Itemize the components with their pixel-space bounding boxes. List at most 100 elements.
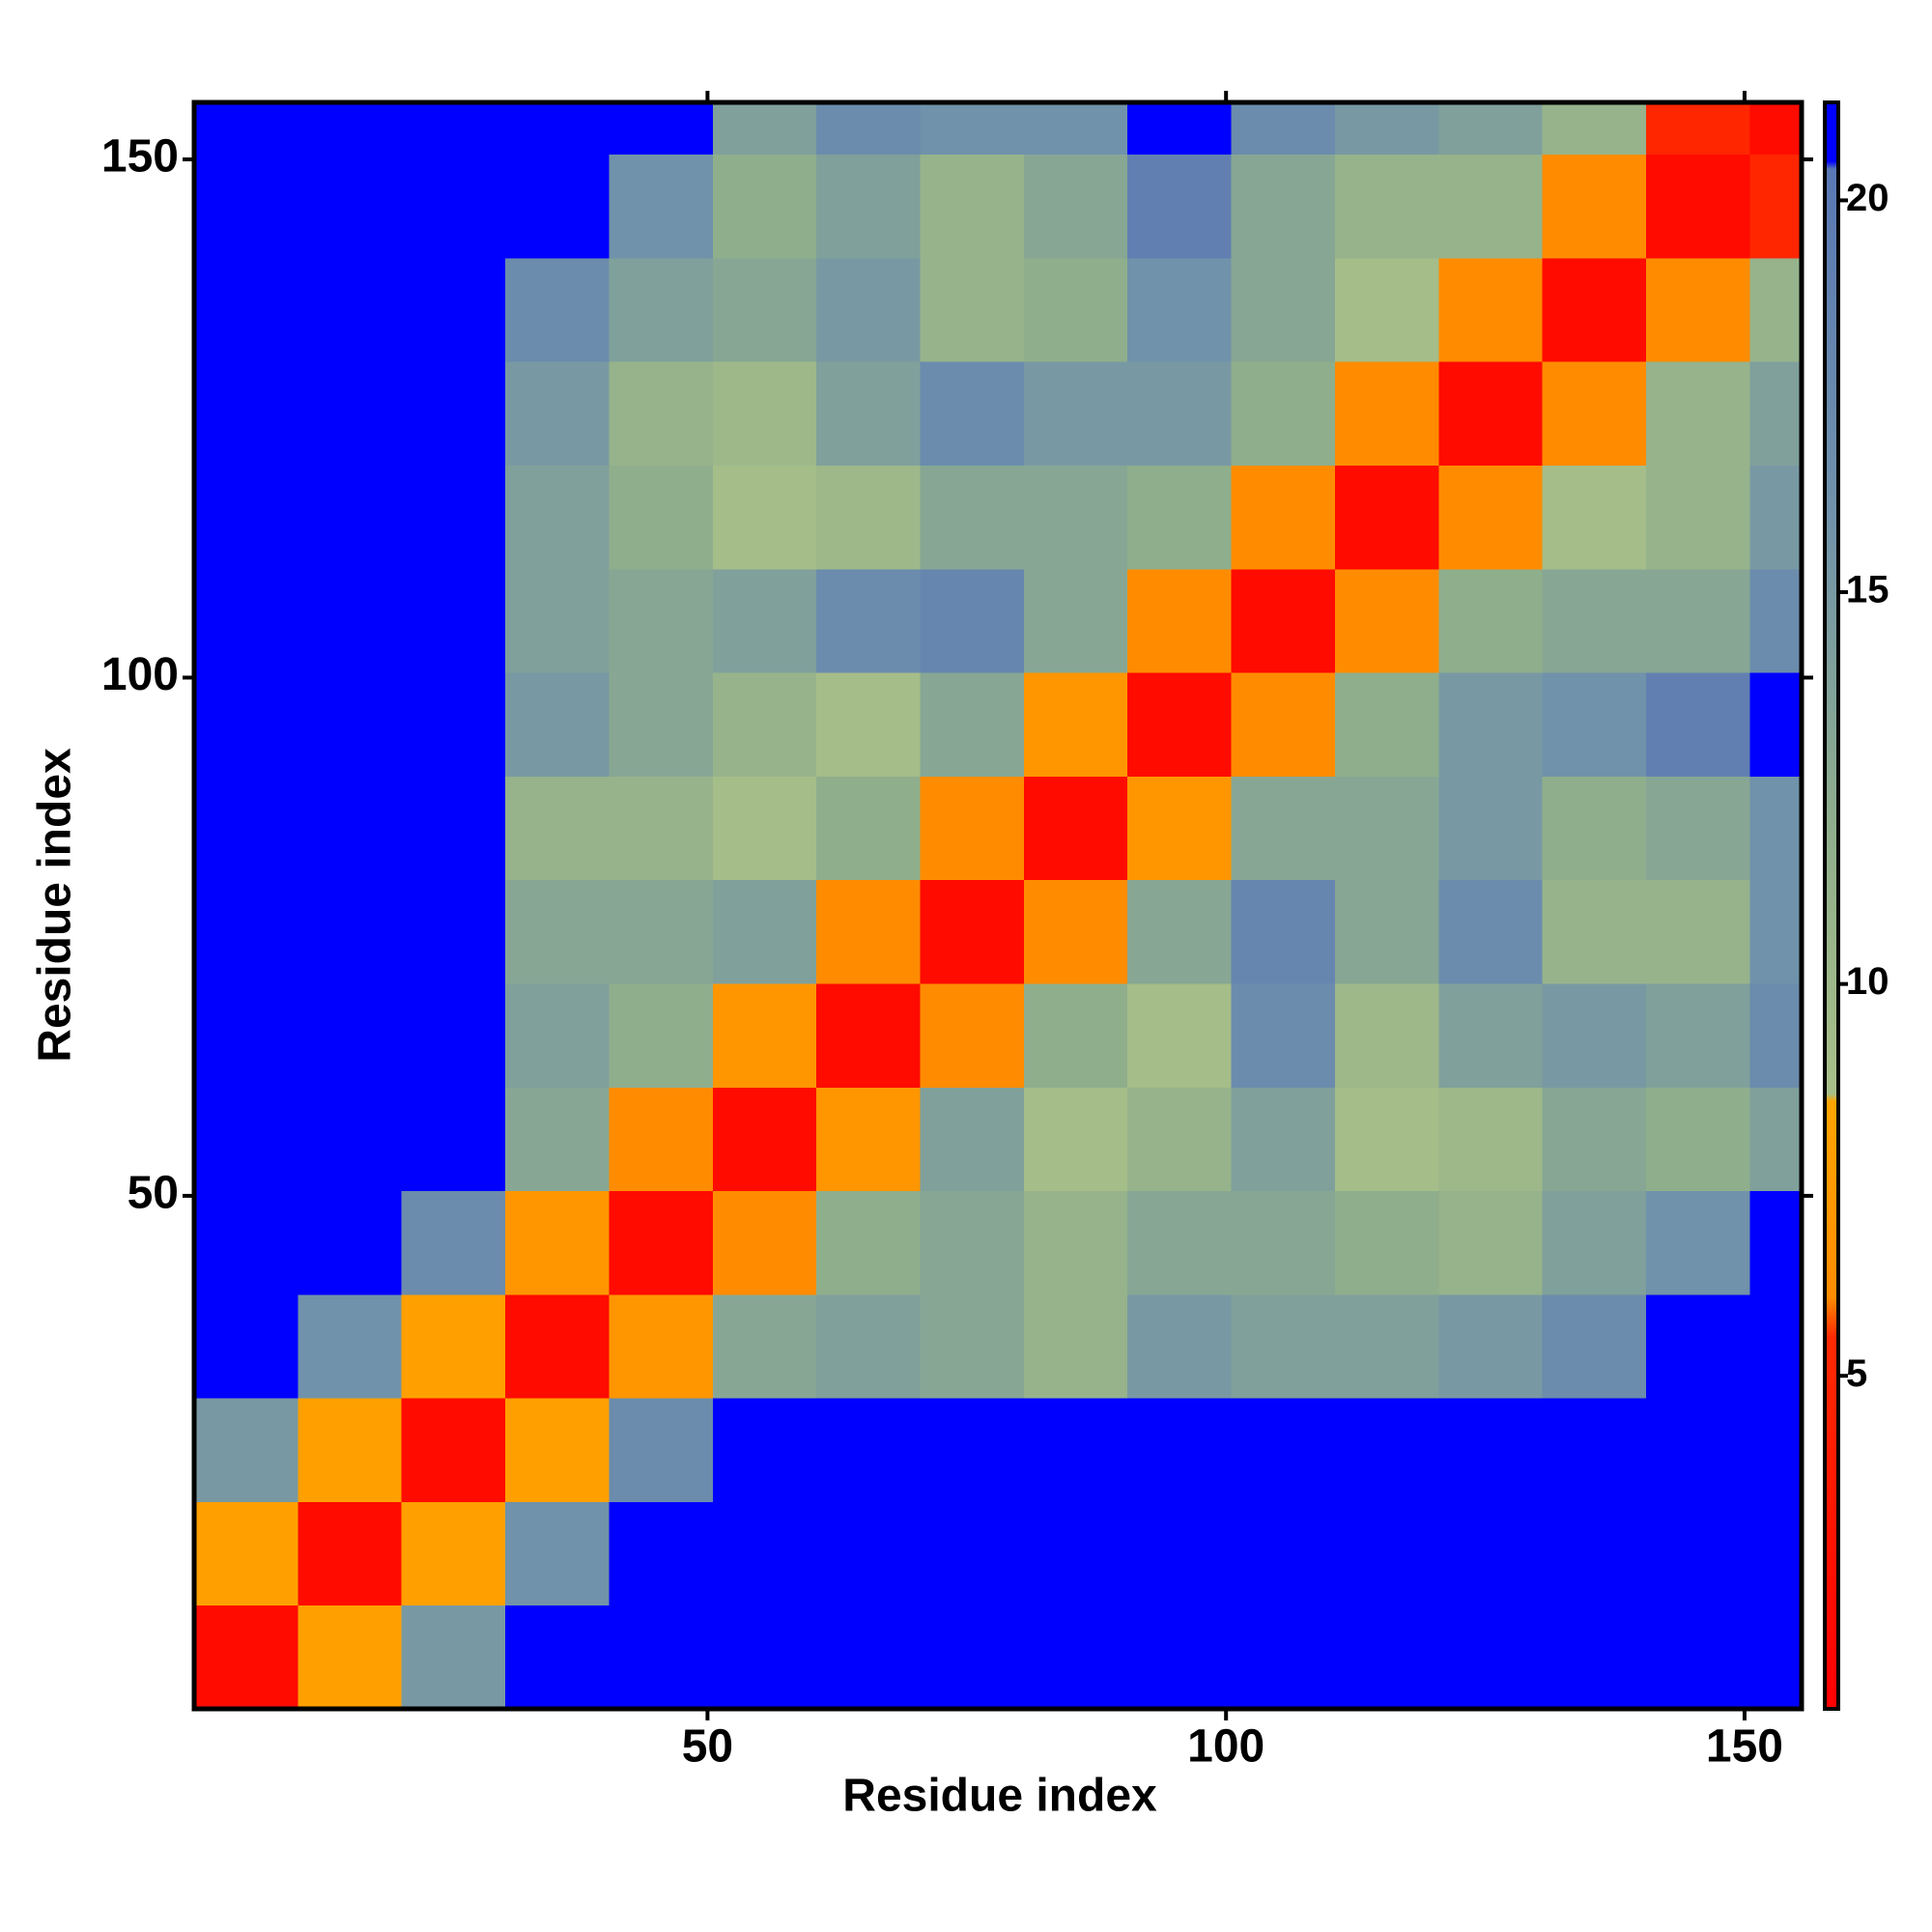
colorbar-tick-label: 10 xyxy=(1846,960,1889,1003)
heatmap-cell xyxy=(712,1398,817,1502)
plot-frame xyxy=(191,99,1804,1712)
heatmap-cell xyxy=(1645,257,1750,362)
heatmap-cell xyxy=(401,879,506,984)
heatmap-cell xyxy=(505,102,610,156)
x-axis-label: Residue index xyxy=(842,1771,1157,1822)
heatmap-cell xyxy=(401,672,506,777)
heatmap-cell xyxy=(298,568,403,673)
heatmap-cell xyxy=(298,1398,403,1502)
heatmap-cell xyxy=(1438,257,1544,362)
heatmap-cell xyxy=(1542,257,1647,362)
heatmap-cell xyxy=(1334,672,1439,777)
heatmap-cell xyxy=(1023,154,1128,259)
heatmap-cell xyxy=(609,776,714,881)
heatmap-cell xyxy=(920,672,1025,777)
heatmap-cell xyxy=(920,1398,1025,1502)
heatmap-cell xyxy=(1749,1190,1803,1295)
heatmap-cell xyxy=(1438,102,1544,156)
heatmap-cell xyxy=(712,102,817,156)
heatmap-cell xyxy=(194,102,298,156)
heatmap-cell xyxy=(712,465,817,570)
heatmap-cell xyxy=(298,1501,403,1606)
heatmap-cell xyxy=(505,1087,610,1192)
heatmap-cell xyxy=(1127,1501,1233,1606)
heatmap-cell xyxy=(816,982,921,1088)
heatmap-cell xyxy=(1749,672,1803,777)
heatmap-cell xyxy=(505,776,610,881)
heatmap-cell xyxy=(920,1605,1025,1710)
heatmap-cell xyxy=(816,1293,921,1399)
heatmap-cell xyxy=(1334,776,1439,881)
heatmap-cell xyxy=(194,1190,298,1295)
heatmap-cell xyxy=(1231,568,1336,673)
heatmap-cell xyxy=(609,568,714,673)
heatmap-cell xyxy=(298,982,403,1088)
heatmap-cell xyxy=(1542,102,1647,156)
heatmap-cell xyxy=(920,154,1025,259)
heatmap-cell xyxy=(401,1398,506,1502)
heatmap-cell xyxy=(194,1398,298,1502)
heatmap-cell xyxy=(609,1087,714,1192)
heatmap-cell xyxy=(298,361,403,467)
heatmap-cell xyxy=(194,154,298,259)
heatmap-cell xyxy=(1231,776,1336,881)
heatmap-cell xyxy=(505,1293,610,1399)
heatmap-cell xyxy=(401,361,506,467)
colorbar xyxy=(1823,100,1840,1711)
heatmap-cell xyxy=(1127,102,1233,156)
heatmap-cell xyxy=(1127,776,1233,881)
heatmap-cell xyxy=(401,982,506,1088)
heatmap-cell xyxy=(401,1087,506,1192)
heatmap-cell xyxy=(1438,1501,1544,1606)
heatmap-cell xyxy=(1231,982,1336,1088)
heatmap-cell xyxy=(816,465,921,570)
heatmap-cell xyxy=(298,257,403,362)
heatmap-cell xyxy=(1023,568,1128,673)
heatmap-cell xyxy=(1231,1087,1336,1192)
heatmap-cell xyxy=(194,1501,298,1606)
heatmap-cell xyxy=(1542,1605,1647,1710)
heatmap-cell xyxy=(609,1190,714,1295)
heatmap-cell xyxy=(1438,465,1544,570)
heatmap-cell xyxy=(505,568,610,673)
heatmap-cell xyxy=(1749,102,1803,156)
heatmap-cell xyxy=(1127,465,1233,570)
heatmap-cell xyxy=(194,568,298,673)
heatmap-cell xyxy=(1023,982,1128,1088)
heatmap-cell xyxy=(298,102,403,156)
heatmap-cell xyxy=(1023,672,1128,777)
colorbar-tick-label: 15 xyxy=(1846,569,1889,611)
heatmap-cell xyxy=(609,982,714,1088)
heatmap-cell xyxy=(712,982,817,1088)
heatmap-cell xyxy=(194,1087,298,1192)
heatmap-cell xyxy=(194,1293,298,1399)
heatmap-cell xyxy=(1749,1293,1803,1399)
heatmap-cell xyxy=(816,1190,921,1295)
heatmap-cell xyxy=(1749,982,1803,1088)
heatmap-cell xyxy=(1127,1293,1233,1399)
heatmap-cell xyxy=(816,154,921,259)
heatmap-cell xyxy=(920,102,1025,156)
heatmap-cell xyxy=(1749,776,1803,881)
heatmap-cell xyxy=(194,257,298,362)
heatmap-cell xyxy=(609,1605,714,1710)
heatmap-cell xyxy=(1334,1293,1439,1399)
heatmap-cell xyxy=(1127,879,1233,984)
heatmap-cell xyxy=(920,257,1025,362)
heatmap-cell xyxy=(920,1501,1025,1606)
heatmap-cell xyxy=(1127,257,1233,362)
heatmap-cell xyxy=(298,1605,403,1710)
heatmap-cell xyxy=(816,1398,921,1502)
heatmap-cell xyxy=(1645,1087,1750,1192)
heatmap-cell xyxy=(712,361,817,467)
heatmap-cell xyxy=(298,154,403,259)
colorbar-tick-label: 20 xyxy=(1846,177,1889,219)
heatmap-cell xyxy=(816,1087,921,1192)
heatmap-cell xyxy=(1334,982,1439,1088)
heatmap-cell xyxy=(1438,154,1544,259)
heatmap-cell xyxy=(298,1190,403,1295)
heatmap-cell xyxy=(1645,672,1750,777)
heatmap-cell xyxy=(816,361,921,467)
x-tick-label: 150 xyxy=(1706,1721,1783,1773)
heatmap-cell xyxy=(920,465,1025,570)
